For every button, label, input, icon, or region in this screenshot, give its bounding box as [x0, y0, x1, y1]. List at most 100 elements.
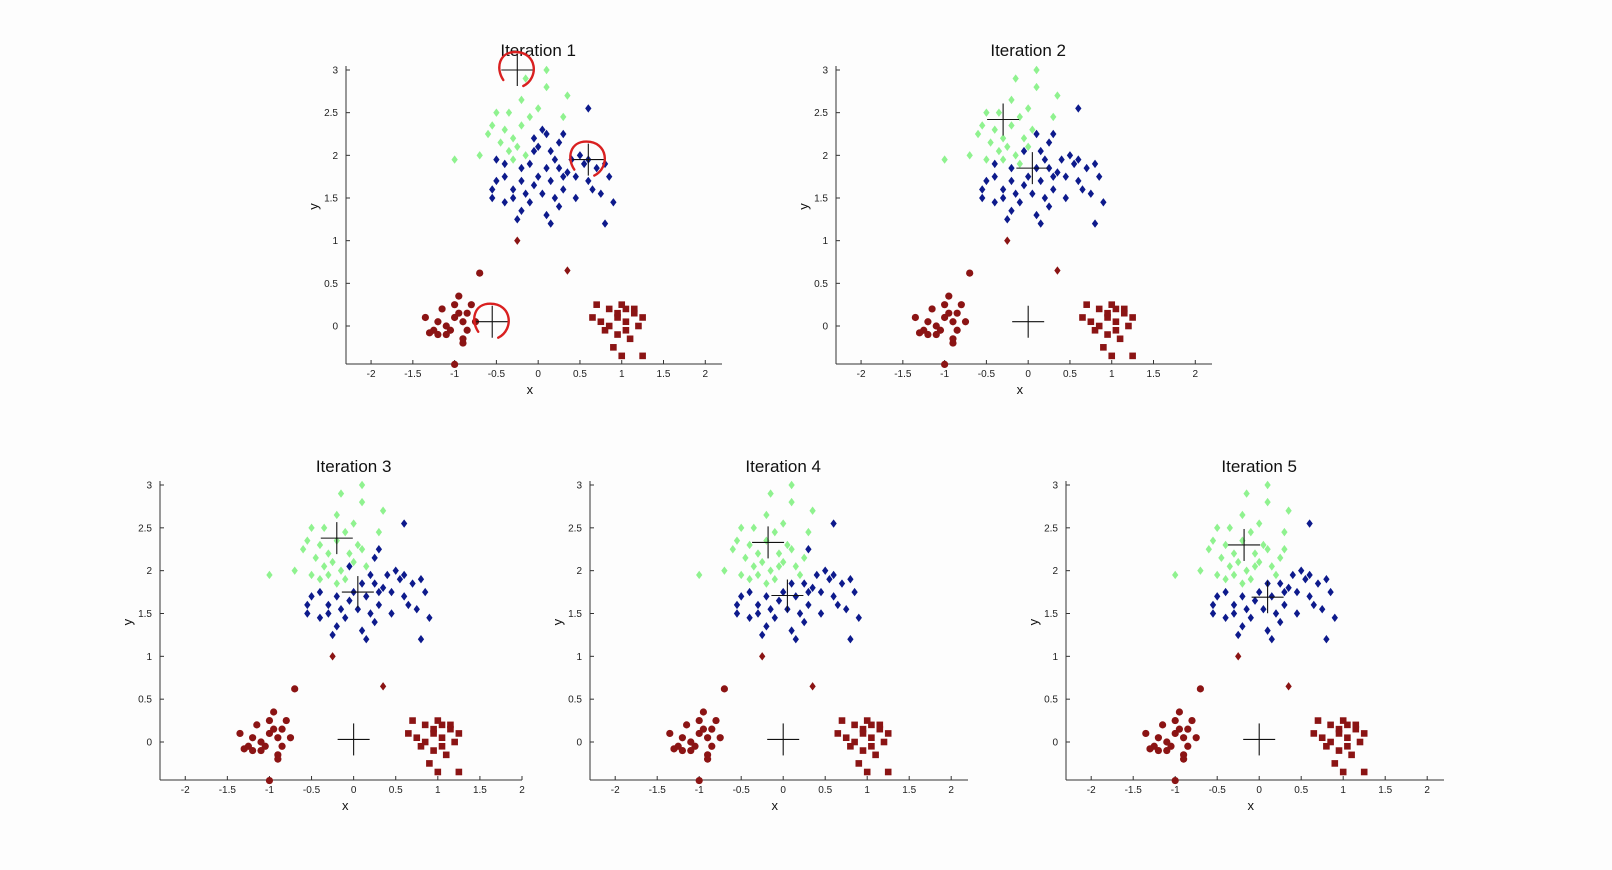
data-point-square: [1095, 305, 1103, 313]
data-point-diamond: [1070, 159, 1078, 169]
data-point-square: [455, 730, 463, 737]
data-point-circle: [670, 745, 678, 753]
data-point-diamond: [775, 549, 783, 558]
data-point-diamond: [822, 566, 829, 575]
data-point-outlier: [1235, 652, 1242, 661]
x-tick-label: 0: [1025, 369, 1031, 380]
data-point-square: [1335, 730, 1343, 737]
data-point-diamond: [371, 617, 378, 627]
data-point-diamond: [489, 193, 496, 203]
data-point-diamond: [1239, 510, 1246, 520]
data-point-square: [405, 730, 412, 737]
data-point-diamond: [1239, 579, 1246, 588]
data-point-diamond: [801, 553, 808, 563]
data-point-square: [605, 322, 613, 330]
data-point-diamond: [1012, 189, 1019, 198]
data-point-circle: [1184, 742, 1192, 750]
data-point-circle: [704, 755, 712, 763]
data-point-diamond: [792, 635, 799, 644]
data-point-diamond: [333, 622, 340, 631]
data-point-diamond: [388, 609, 395, 618]
data-point-diamond: [610, 198, 617, 207]
data-point-diamond: [1050, 185, 1057, 194]
data-point-diamond: [493, 155, 500, 164]
data-point-diamond: [375, 527, 383, 537]
y-axis-label: y: [120, 618, 135, 625]
data-point-circle: [712, 716, 720, 725]
data-point-diamond: [530, 181, 538, 190]
data-point-circle: [265, 776, 274, 785]
data-point-diamond: [518, 206, 525, 215]
data-point-diamond: [535, 172, 542, 181]
data-point-diamond: [817, 609, 825, 618]
x-tick-label: 2: [948, 785, 954, 796]
data-point-diamond: [999, 185, 1007, 194]
data-point-diamond: [1029, 189, 1036, 198]
data-point-diamond: [354, 540, 361, 550]
data-point-diamond: [555, 163, 563, 173]
data-point-circle: [1142, 729, 1150, 738]
data-point-diamond: [805, 587, 812, 597]
data-point-square: [1344, 721, 1351, 729]
data-point-diamond: [1008, 176, 1015, 186]
data-point-diamond: [1306, 570, 1313, 580]
data-point-circle: [253, 721, 261, 729]
data-point-diamond: [1218, 553, 1225, 563]
data-point-square: [868, 721, 875, 729]
data-point-diamond: [308, 523, 315, 533]
data-point-diamond: [396, 575, 404, 584]
data-point-diamond: [518, 176, 525, 186]
data-point-circle: [666, 729, 674, 738]
data-point-square: [1112, 305, 1120, 313]
data-point-diamond: [417, 575, 425, 584]
data-point-square: [430, 730, 437, 737]
y-tick-label: 3: [822, 66, 828, 77]
x-tick-label: 2: [519, 785, 525, 796]
data-point-diamond: [333, 592, 340, 601]
x-tick-label: -1.5: [404, 369, 422, 380]
data-point-diamond: [742, 553, 749, 563]
data-point-square: [1331, 760, 1339, 767]
data-point-diamond: [576, 151, 584, 160]
y-tick-label: 1: [1052, 652, 1058, 663]
data-point-diamond: [771, 613, 778, 622]
data-point-diamond: [1230, 570, 1238, 580]
x-tick-label: -0.5: [733, 785, 751, 796]
data-point-diamond: [1264, 626, 1271, 635]
data-point-diamond: [1020, 146, 1028, 156]
data-point-diamond: [979, 185, 986, 194]
data-point-diamond: [1268, 635, 1275, 644]
data-point-diamond: [771, 527, 778, 537]
data-point-diamond: [733, 600, 741, 610]
data-point-square: [434, 717, 442, 724]
data-point-diamond: [547, 219, 554, 228]
x-tick-label: -1: [695, 785, 704, 796]
data-point-circle: [704, 734, 712, 742]
y-tick-label: 0.5: [138, 695, 152, 706]
data-point-diamond: [1054, 168, 1061, 177]
data-point-diamond: [746, 587, 753, 597]
data-point-square: [1339, 768, 1347, 776]
data-point-diamond: [983, 176, 990, 186]
data-point-diamond: [738, 592, 745, 601]
data-point-diamond: [325, 609, 332, 618]
data-point-square: [614, 314, 621, 321]
data-point-diamond: [1293, 587, 1301, 597]
y-tick-label: 0: [822, 322, 828, 333]
data-point-diamond: [801, 579, 808, 588]
data-point-diamond: [1319, 605, 1326, 614]
data-point-circle: [949, 318, 957, 326]
data-point-diamond: [1004, 142, 1011, 151]
data-point-square: [1344, 734, 1351, 742]
y-tick-label: 3: [576, 481, 582, 492]
data-point-diamond: [413, 605, 420, 614]
data-point-square: [859, 725, 867, 733]
data-point-square: [863, 768, 871, 776]
data-point-diamond: [1209, 609, 1217, 618]
y-axis-label: y: [306, 203, 321, 210]
data-point-diamond: [834, 600, 841, 610]
data-point-circle: [1180, 734, 1188, 742]
data-point-circle: [957, 301, 965, 309]
data-point-diamond: [1075, 155, 1082, 164]
data-point-square: [622, 318, 630, 326]
